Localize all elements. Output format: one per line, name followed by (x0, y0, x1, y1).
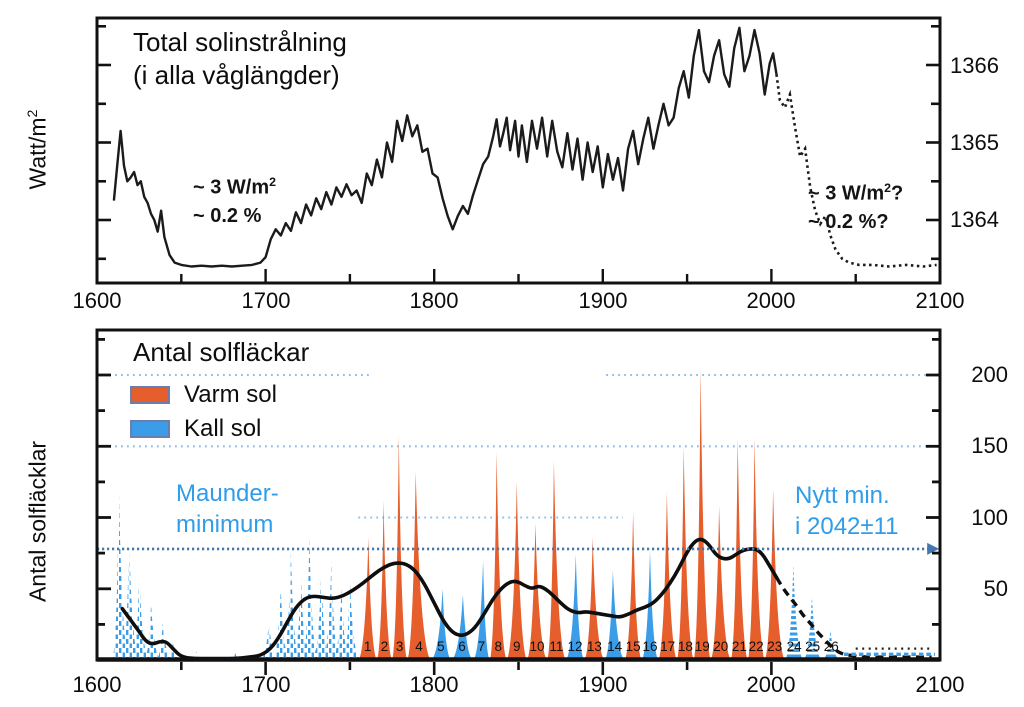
cycle-number-19: 19 (695, 639, 710, 654)
bot-xtick-1900: 1900 (578, 672, 628, 697)
top-y-axis-label: Watt/m2 (24, 109, 51, 190)
bottom-y-axis-label: Antal solfläcklar (24, 440, 51, 603)
cycle-number-26: 26 (824, 639, 839, 654)
cycle-number-17: 17 (660, 639, 675, 654)
top-xtick-1700: 1700 (241, 288, 291, 313)
bot-xtick-1700: 1700 (241, 672, 291, 697)
cycle-number-8: 8 (495, 639, 503, 654)
top-title-line2: (i alla våglängder) (133, 60, 340, 90)
cycle-number-18: 18 (678, 639, 693, 654)
cycle-number-9: 9 (513, 639, 521, 654)
maunder-minimum-annotation: Maunder- minimum (176, 480, 279, 538)
cycle-number-6: 6 (458, 639, 466, 654)
bot-xtick-1800: 1800 (409, 672, 459, 697)
cycle-number-3: 3 (396, 639, 404, 654)
cycle-number-14: 14 (607, 639, 623, 654)
cycle-number-22: 22 (749, 639, 764, 654)
top-title-line1: Total solinstrålning (133, 27, 347, 57)
top-xtick-1600: 1600 (72, 288, 122, 313)
cycle-number-21: 21 (732, 639, 747, 654)
cycle-number-10: 10 (529, 639, 544, 654)
cycle-number-20: 20 (713, 639, 728, 654)
cycle-number-11: 11 (549, 639, 563, 654)
cycle-number-7: 7 (478, 639, 486, 654)
cycle-number-16: 16 (642, 639, 657, 654)
bot-ytick-100: 100 (971, 505, 1008, 530)
legend-item-kall-sol: Kall sol (130, 415, 261, 443)
top-xtick-1900: 1900 (578, 288, 628, 313)
nytt-minimum-annotation: Nytt min. i 2042±11 (795, 482, 899, 540)
top-ytick-1366: 1366 (950, 53, 999, 78)
varm-sol-label: Varm sol (184, 381, 277, 408)
legend-item-varm-sol: Varm sol (130, 381, 277, 409)
top-xtick-2100: 2100 (915, 288, 965, 313)
bot-xtick-2100: 2100 (915, 672, 965, 697)
cycle-number-5: 5 (437, 639, 445, 654)
top-panel-title: Total solinstrålning (i alla våglängder) (133, 26, 347, 92)
cycle-number-4: 4 (415, 639, 423, 654)
top-ytick-1364: 1364 (950, 207, 999, 232)
bot-ytick-200: 200 (971, 362, 1008, 387)
bot-ytick-150: 150 (971, 433, 1008, 458)
bot-xtick-1600: 1600 (72, 672, 122, 697)
cycle-number-12: 12 (567, 639, 582, 654)
cycle-number-1: 1 (364, 639, 372, 654)
irradiance-range-annotation-left: ~ 3 W/m2 ~ 0.2 % (193, 175, 277, 227)
varm-sol-swatch (130, 386, 170, 404)
irradiance-range-annotation-right: ~ 3 W/m2? ~ 0.2 %? (808, 181, 904, 233)
bot-ytick-50: 50 (983, 576, 1008, 601)
cycle-number-25: 25 (805, 639, 820, 654)
top-ytick-1365: 1365 (950, 130, 999, 155)
bot-xtick-2000: 2000 (746, 672, 796, 697)
cycle-number-13: 13 (587, 639, 602, 654)
cycle-number-23: 23 (767, 639, 782, 654)
top-xtick-2000: 2000 (746, 288, 796, 313)
bottom-panel-title: Antal solfläckar (133, 337, 310, 367)
kall-sol-label: Kall sol (184, 415, 262, 442)
kall-sol-swatch (130, 420, 170, 438)
top-xtick-1800: 1800 (409, 288, 459, 313)
cycle-number-24: 24 (787, 639, 803, 654)
cycle-number-2: 2 (381, 639, 389, 654)
cycle-number-15: 15 (626, 639, 641, 654)
